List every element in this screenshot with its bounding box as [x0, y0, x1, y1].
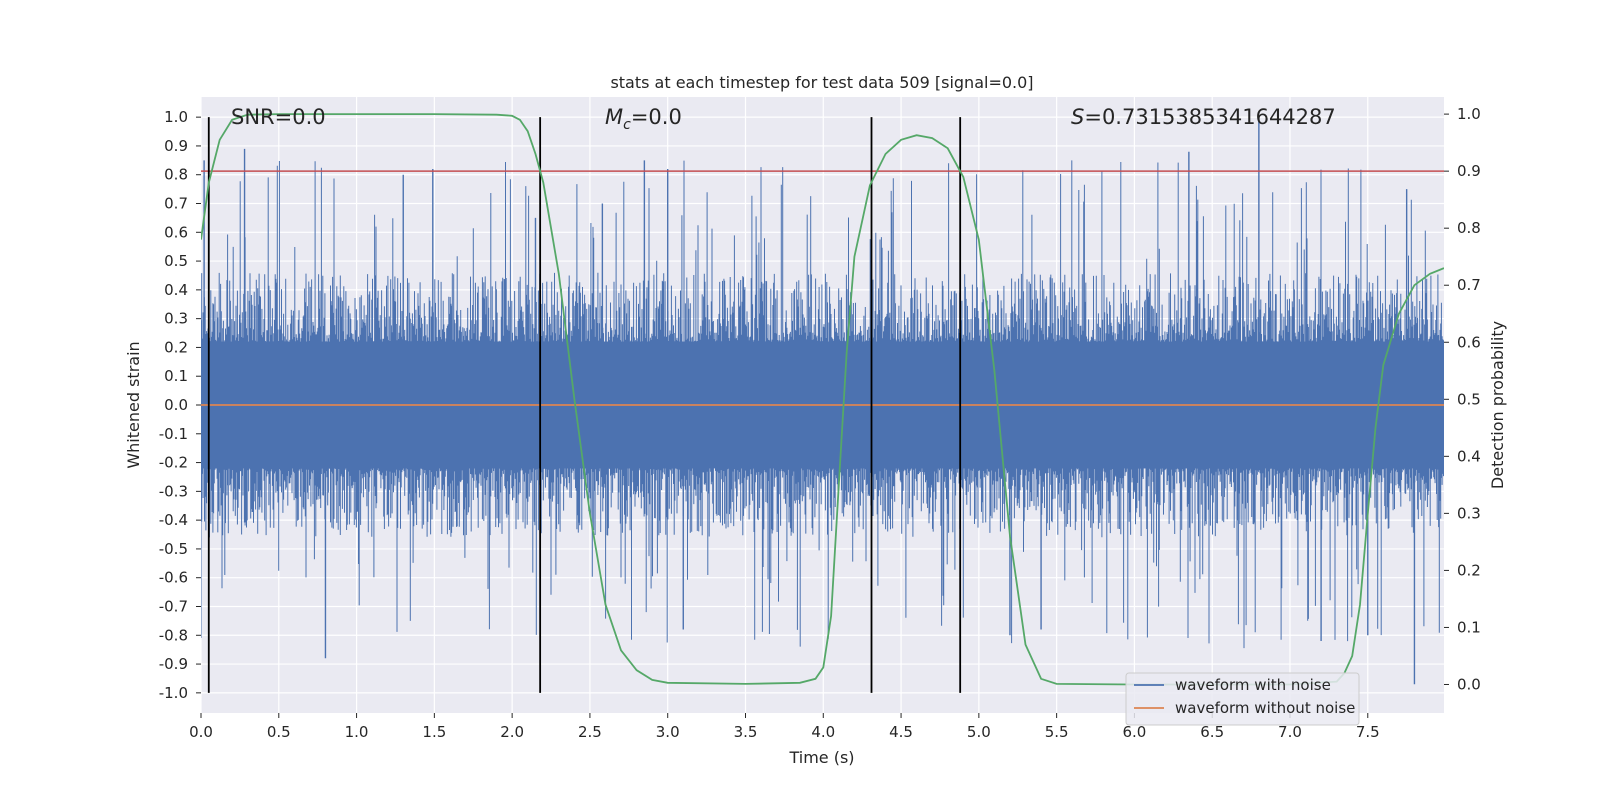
left-y-tick-label: 0.0 [164, 396, 188, 414]
x-tick-label: 4.0 [811, 723, 835, 741]
left-y-tick-label: 0.5 [164, 252, 188, 270]
chirp-mass-value: =0.0 [631, 105, 682, 129]
left-y-tick-label: -0.7 [159, 597, 188, 615]
left-y-tick-label: -0.4 [159, 511, 188, 529]
x-tick-label: 0.5 [267, 723, 291, 741]
left-y-tick-label: 0.2 [164, 338, 188, 356]
score-annotation: S=0.7315385341644287 [1071, 105, 1336, 129]
score-symbol: S [1071, 105, 1084, 129]
plot-data-area [201, 113, 1444, 693]
left-y-tick-label: 0.7 [164, 195, 188, 213]
x-tick-label: 3.0 [656, 723, 680, 741]
right-y-tick-label: 0.1 [1457, 618, 1481, 636]
left-y-tick-label: -0.9 [159, 655, 188, 673]
left-y-tick-label: -1.0 [159, 684, 188, 702]
chirp-mass-symbol: M [605, 105, 623, 129]
left-y-tick-label: 1.0 [164, 108, 188, 126]
left-y-axis-label: Whitened strain [124, 341, 143, 468]
left-y-tick-label: 0.9 [164, 137, 188, 155]
x-tick-label: 0.0 [189, 723, 213, 741]
x-tick-label: 4.5 [889, 723, 913, 741]
left-y-tick-label: 0.8 [164, 166, 188, 184]
x-tick-label: 5.5 [1045, 723, 1069, 741]
legend-label-clean: waveform without noise [1175, 699, 1355, 717]
right-y-axis-ticks: 0.0 0.1 0.2 0.3 0.4 0.5 0.6 0.7 0.8 0.9 1.0 [1444, 105, 1481, 693]
x-tick-label: 2.0 [500, 723, 524, 741]
right-y-tick-label: 0.9 [1457, 162, 1481, 180]
x-tick-label: 7.5 [1356, 723, 1380, 741]
x-tick-label: 1.0 [345, 723, 369, 741]
right-y-tick-label: 0.7 [1457, 276, 1481, 294]
x-axis-label: Time (s) [788, 748, 854, 767]
left-y-tick-label: -0.2 [159, 454, 188, 472]
x-tick-label: 3.5 [734, 723, 758, 741]
score-value: =0.7315385341644287 [1084, 105, 1335, 129]
left-y-tick-label: -0.3 [159, 482, 188, 500]
right-y-tick-label: 0.0 [1457, 675, 1481, 693]
right-y-tick-label: 0.2 [1457, 561, 1481, 579]
right-y-tick-label: 0.5 [1457, 390, 1481, 408]
x-tick-label: 6.5 [1200, 723, 1224, 741]
x-tick-label: 1.5 [422, 723, 446, 741]
left-y-tick-label: -0.6 [159, 569, 188, 587]
legend-label-noisy: waveform with noise [1175, 676, 1331, 694]
left-y-tick-label: -0.1 [159, 425, 188, 443]
left-y-tick-label: 0.1 [164, 367, 188, 385]
x-tick-label: 7.0 [1278, 723, 1302, 741]
right-y-tick-label: 1.0 [1457, 105, 1481, 123]
event-markers [207, 117, 962, 693]
snr-annotation: SNR=0.0 [231, 105, 326, 129]
x-tick-label: 5.0 [967, 723, 991, 741]
left-y-tick-label: -0.5 [159, 540, 188, 558]
right-y-tick-label: 0.3 [1457, 504, 1481, 522]
left-y-tick-label: 0.4 [164, 281, 188, 299]
left-y-tick-label: -0.8 [159, 626, 188, 644]
right-y-tick-label: 0.4 [1457, 447, 1481, 465]
chirp-mass-subscript: c [623, 117, 631, 133]
right-y-tick-label: 0.6 [1457, 333, 1481, 351]
right-y-axis-label: Detection probability [1488, 321, 1507, 489]
chart-title: stats at each timestep for test data 509… [610, 73, 1033, 92]
left-y-tick-label: 0.6 [164, 223, 188, 241]
x-axis-ticks: 0.0 0.5 1.0 1.5 2.0 2.5 3.0 3.5 4.0 4.5 5.0 5.5 6.0 6… [189, 713, 1380, 741]
x-tick-label: 6.0 [1122, 723, 1146, 741]
left-y-tick-label: 0.3 [164, 310, 188, 328]
chirp-mass-annotation: Mc=0.0 [605, 105, 682, 133]
x-tick-label: 2.5 [578, 723, 602, 741]
left-y-axis-ticks: -1.0 -0.9 -0.8 -0.7 -0.6 -0.5 -0.4 -0.3 -0.2 -0.1… [159, 108, 201, 702]
right-y-tick-label: 0.8 [1457, 219, 1481, 237]
legend-box [1125, 672, 1360, 726]
legend: waveform with noise waveform without noi… [1125, 672, 1360, 726]
